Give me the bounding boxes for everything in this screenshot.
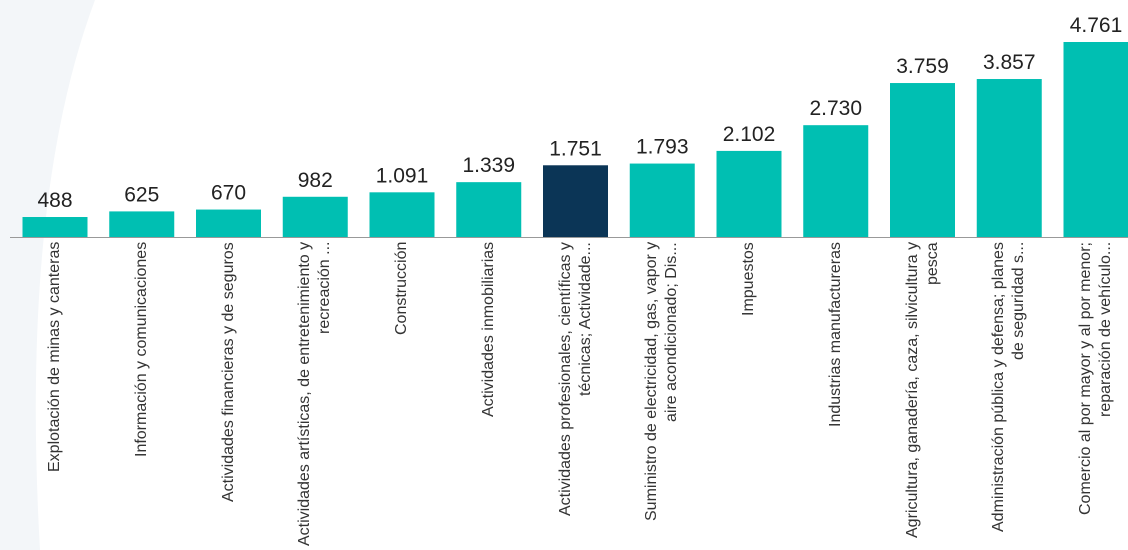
- x-tick-label: Industrias manufactureras: [826, 242, 844, 427]
- background-shape: [0, 0, 95, 550]
- x-tick-label: Comercio al por mayor y al por menor; re…: [1077, 242, 1114, 515]
- bar: [1063, 42, 1128, 237]
- value-label: 3.759: [896, 55, 949, 78]
- x-tick-label: Actividades inmobiliarias: [479, 242, 497, 418]
- x-tick-label: Construcción: [393, 242, 410, 336]
- bar: [890, 83, 955, 237]
- bar: [22, 217, 88, 237]
- bar: [543, 165, 608, 237]
- bar: [282, 196, 348, 237]
- bar: [109, 211, 175, 237]
- x-tick-label: Información y comunicaciones: [132, 242, 150, 458]
- bar: [803, 125, 869, 237]
- x-tick-label: Suministro de electricidad, gas, vapor y…: [643, 242, 681, 522]
- value-label: 2.102: [723, 123, 776, 146]
- bar: [629, 163, 695, 237]
- bar: [976, 79, 1042, 237]
- value-label: 1.793: [636, 136, 689, 159]
- x-tick-label: Actividades profesionales, científicas y…: [556, 242, 594, 516]
- bar: [196, 209, 261, 237]
- x-tick-label: Actividades artísticas, de entretenimien…: [296, 242, 334, 547]
- value-label: 670: [211, 182, 246, 205]
- value-label: 2.730: [809, 97, 862, 120]
- x-tick-label: Administración pública y defensa; planes…: [990, 242, 1028, 532]
- bar: [716, 150, 782, 237]
- value-label: 1.339: [462, 154, 515, 177]
- value-label: 488: [37, 189, 72, 212]
- bar: [369, 192, 435, 237]
- x-tick-label: Agricultura, ganadería, caza, silvicultu…: [903, 242, 941, 539]
- value-label: 3.857: [983, 51, 1036, 74]
- value-label: 4.761: [1070, 14, 1123, 37]
- value-label: 1.091: [376, 164, 429, 187]
- x-tick-label: Impuestos: [740, 242, 757, 316]
- value-label: 625: [124, 183, 159, 206]
- x-tick-label: Explotación de minas y canteras: [46, 242, 63, 473]
- x-tick-label: Actividades financieras y de seguros: [219, 242, 237, 502]
- value-label: 1.751: [549, 137, 602, 160]
- value-label: 982: [298, 169, 333, 192]
- bar: [456, 182, 522, 237]
